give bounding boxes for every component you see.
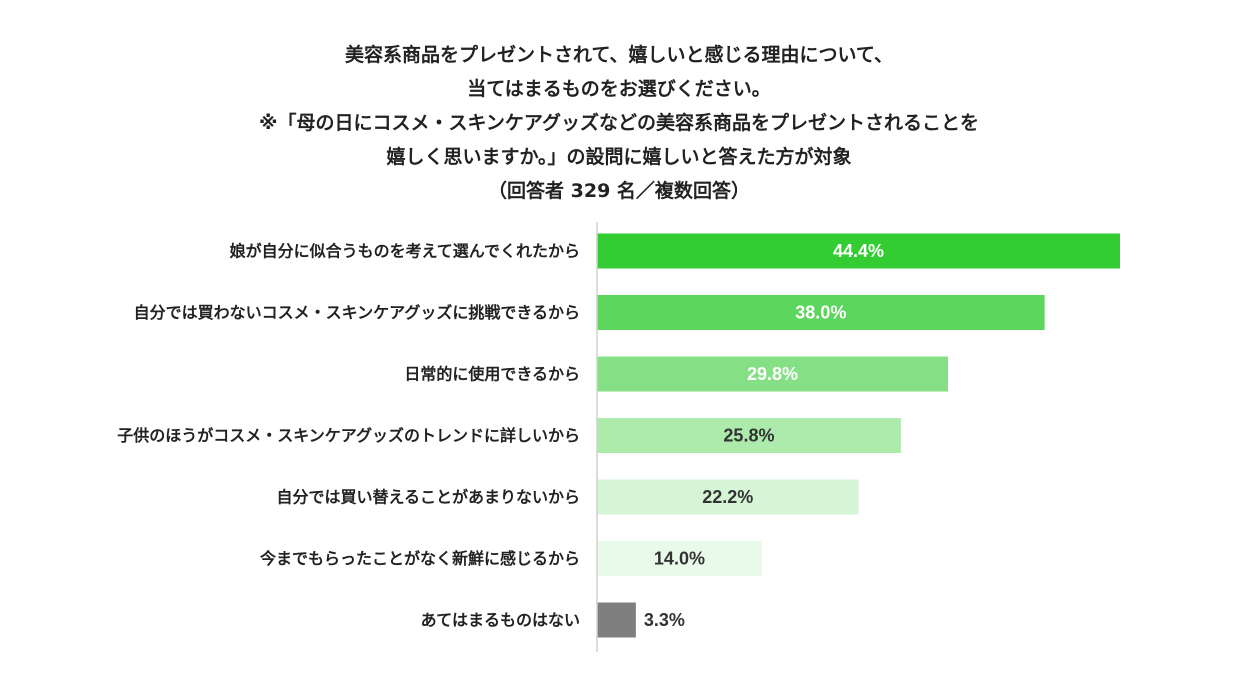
- bar: [597, 602, 636, 638]
- bar: [597, 233, 1120, 269]
- title-line: 当てはまるものをお選びください。: [467, 78, 771, 100]
- category-label: 自分では買い替えることがあまりないから: [276, 488, 580, 507]
- category-label: 娘が自分に似合うものを考えて選んでくれたから: [230, 242, 580, 261]
- title-line: 美容系商品をプレゼントされて、嬉しいと感じる理由について、: [345, 44, 893, 66]
- bar: [597, 541, 762, 576]
- value-label: 22.2%: [702, 487, 753, 507]
- bars-layer: [597, 233, 1120, 638]
- value-label: 3.3%: [644, 610, 685, 630]
- bar: [597, 418, 901, 453]
- value-label: 14.0%: [654, 549, 705, 569]
- title-line: 嬉しく思いますか。」の設問に嬉しいと答えた方が対象: [386, 146, 852, 168]
- bar: [597, 356, 949, 392]
- category-label: あてはまるものはない: [421, 611, 580, 630]
- bar: [597, 295, 1045, 330]
- value-label: 38.0%: [795, 303, 846, 323]
- labels-layer: 娘が自分に似合うものを考えて選んでくれたから 44.4% 自分では買わないコスメ・ス…: [117, 241, 884, 630]
- category-label: 子供のほうがコスメ・スキンケアグッズのトレンドに詳しいから: [117, 426, 580, 445]
- title-line: ※「母の日にコスメ・スキンケアグッズなどの美容系商品をプレゼントされることを: [259, 112, 979, 134]
- bar: [597, 479, 859, 515]
- category-label: 自分では買わないコスメ・スキンケアグッズに挑戦できるから: [134, 303, 580, 322]
- value-label: 29.8%: [747, 364, 798, 384]
- category-label: 今までもらったことがなく新鮮に感じるから: [259, 549, 580, 568]
- value-label: 25.8%: [723, 426, 774, 446]
- title-line: （回答者 329 名／複数回答）: [488, 180, 750, 202]
- chart-title: 美容系商品をプレゼントされて、嬉しいと感じる理由について、 当てはまるものをお選び…: [0, 38, 1238, 208]
- category-label: 日常的に使用できるから: [404, 365, 580, 384]
- value-label: 44.4%: [833, 241, 884, 261]
